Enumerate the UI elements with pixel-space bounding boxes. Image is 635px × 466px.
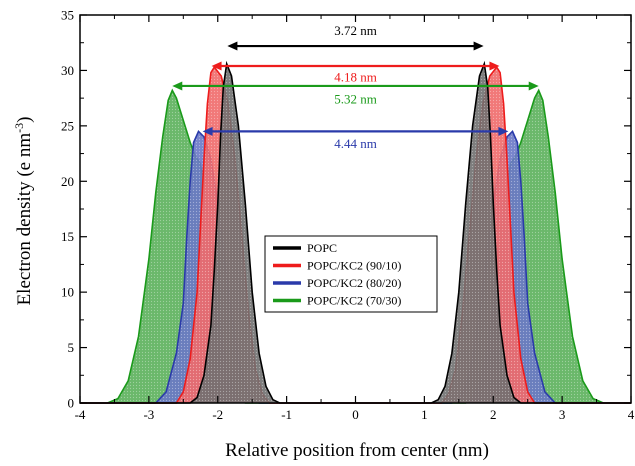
annotation-arrowhead-left-0 bbox=[227, 41, 238, 51]
x-tick-label: -1 bbox=[281, 407, 292, 422]
y-axis-label-end: ) bbox=[14, 117, 35, 123]
annotation-arrowhead-left-3 bbox=[202, 126, 213, 136]
y-axis-label: Electron density (e nm-3) bbox=[12, 117, 35, 306]
x-tick-label: 2 bbox=[490, 407, 497, 422]
y-tick-label: 5 bbox=[68, 340, 75, 355]
y-tick-label: 10 bbox=[61, 285, 74, 300]
x-tick-label: 4 bbox=[628, 407, 635, 422]
series-hatch-popc bbox=[80, 63, 631, 404]
y-tick-label: 30 bbox=[61, 63, 74, 78]
annotation-label-3: 4.44 nm bbox=[334, 136, 377, 151]
legend: POPC POPC/KC2 (90/10) POPC/KC2 (80/20) POPC… bbox=[264, 235, 438, 313]
x-tick-label: -4 bbox=[75, 407, 86, 422]
x-tick-label: 0 bbox=[352, 407, 359, 422]
series-layer bbox=[80, 60, 631, 404]
x-tick-label: 1 bbox=[421, 407, 428, 422]
annotation-arrowhead-right-1 bbox=[489, 61, 500, 71]
annotation-arrowhead-left-1 bbox=[211, 61, 222, 71]
y-axis-label-main: Electron density (e nm bbox=[14, 133, 35, 306]
x-tick-label: -2 bbox=[212, 407, 223, 422]
tick-layer: -4 -3 -2 -1 0 1 2 3 4 0 5 10 15 20 25 30 35 bbox=[61, 8, 635, 423]
legend-label-popc-kc2-70-30: POPC/KC2 (70/30) bbox=[307, 294, 401, 308]
annotation-arrowhead-right-2 bbox=[528, 81, 539, 91]
legend-label-popc-kc2-80-20: POPC/KC2 (80/20) bbox=[307, 276, 401, 290]
annotation-label-2: 5.32 nm bbox=[334, 92, 377, 107]
annotation-label-1: 4.18 nm bbox=[334, 70, 377, 85]
x-axis-label: Relative position from center (nm) bbox=[225, 440, 489, 461]
y-tick-label: 25 bbox=[61, 118, 74, 133]
x-tick-label: 3 bbox=[559, 407, 566, 422]
annotation-label-0: 3.72 nm bbox=[334, 23, 377, 38]
legend-label-popc-kc2-90-10: POPC/KC2 (90/10) bbox=[307, 259, 401, 273]
y-tick-label: 0 bbox=[68, 396, 75, 411]
y-tick-label: 35 bbox=[61, 8, 74, 23]
annotation-arrowhead-left-2 bbox=[172, 81, 183, 91]
legend-label-popc: POPC bbox=[307, 241, 337, 255]
annotation-layer: 3.72 nm 4.18 nm 5.32 nm 4.44 nm bbox=[172, 23, 539, 151]
y-axis-label-sup: -3 bbox=[12, 123, 26, 133]
y-tick-label: 20 bbox=[61, 174, 74, 189]
x-tick-label: -3 bbox=[143, 407, 154, 422]
annotation-arrowhead-right-3 bbox=[498, 126, 509, 136]
annotation-arrowhead-right-0 bbox=[473, 41, 484, 51]
y-tick-label: 15 bbox=[61, 229, 74, 244]
